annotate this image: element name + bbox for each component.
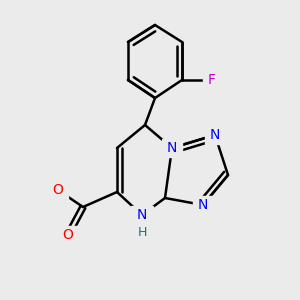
Text: O: O [63,228,74,242]
Text: O: O [52,183,63,197]
Text: N: N [167,141,177,155]
Bar [203,71,221,89]
Bar [205,126,225,144]
Bar [131,206,153,224]
Bar [162,139,182,157]
Bar [58,226,78,244]
Bar [193,196,213,214]
Text: H: H [137,226,147,238]
Text: F: F [208,73,216,87]
Bar [48,181,68,199]
Text: N: N [210,128,220,142]
Text: N: N [198,198,208,212]
Text: N: N [137,208,147,222]
